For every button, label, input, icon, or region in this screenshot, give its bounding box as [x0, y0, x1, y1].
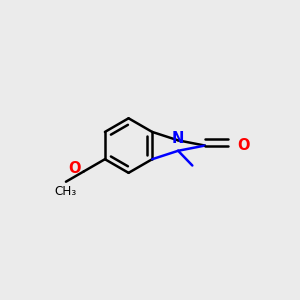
Text: CH₃: CH₃ — [55, 185, 77, 198]
Text: O: O — [68, 161, 81, 176]
Text: O: O — [237, 138, 250, 153]
Text: N: N — [172, 131, 184, 146]
